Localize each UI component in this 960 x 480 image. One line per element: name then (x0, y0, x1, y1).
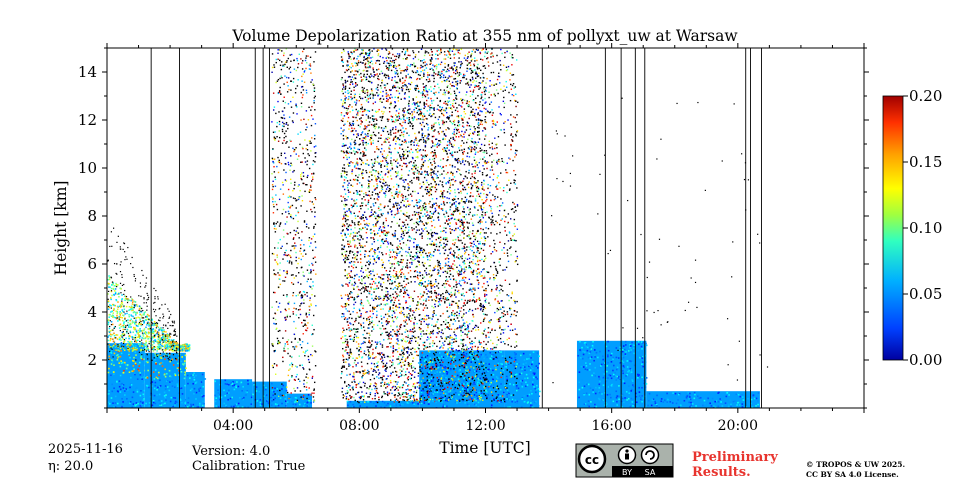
colorbar-tick-label: 0.20 (909, 87, 942, 105)
y-tick-label: 10 (78, 159, 97, 177)
calibration-label: Calibration: True (192, 459, 306, 474)
data-segment (576, 340, 647, 408)
colorbar-tick-label: 0.15 (909, 153, 942, 171)
x-tick-label: 04:00 (213, 418, 253, 434)
colorbar-tick-label: 0.00 (909, 351, 942, 369)
sa-text: SA (645, 468, 656, 477)
cc-text: cc (585, 453, 599, 467)
heatmap-area (107, 48, 769, 408)
x-axis: 04:00 08:00 12:00 16:00 20:00 (106, 43, 865, 434)
data-segment (185, 372, 205, 408)
y-tick-label: 12 (78, 111, 97, 129)
x-tick-label: 16:00 (591, 418, 631, 434)
chart-title: Volume Depolarization Ratio at 355 nm of… (231, 27, 738, 45)
y-axis: 2 4 6 8 10 12 14 (78, 47, 869, 409)
sa-icon (640, 445, 660, 465)
copyright-line2: CC BY SA 4.0 License. (806, 470, 899, 479)
data-segment (107, 343, 145, 408)
colorbar-ticks: 0.00 0.05 0.10 0.15 0.20 (903, 87, 942, 369)
x-tick-label: 12:00 (465, 418, 505, 434)
version-label: Version: 4.0 (191, 444, 270, 459)
y-tick-label: 6 (87, 255, 97, 273)
y-axis-label: Height [km] (52, 181, 70, 276)
y-tick-label: 2 (87, 351, 97, 369)
cc-icon (577, 444, 607, 474)
preliminary-line1: Preliminary (692, 450, 778, 465)
y-tick-label: 8 (87, 207, 97, 225)
x-tick-label: 20:00 (718, 418, 758, 434)
gap-lines (150, 48, 762, 408)
colorbar (882, 95, 904, 361)
y-tick-label: 4 (87, 303, 97, 321)
copyright-line1: © TROPOS & UW 2025. (806, 460, 905, 469)
aerosol-plume (107, 227, 191, 362)
x-tick-label: 08:00 (339, 418, 379, 434)
eta-label: η: 20.0 (48, 459, 93, 474)
preliminary-line2: Results. (692, 465, 751, 480)
data-segments (107, 340, 760, 408)
cc-by-sa-badge[interactable]: cc BY SA (575, 443, 674, 478)
noise-curtains (271, 48, 769, 404)
date-label: 2025-11-16 (48, 442, 123, 457)
colorbar-tick-label: 0.10 (909, 219, 942, 237)
colorbar-tick-label: 0.05 (909, 285, 942, 303)
data-segment (346, 400, 420, 408)
y-tick-label: 14 (78, 63, 97, 81)
x-axis-label: Time [UTC] (439, 439, 530, 457)
by-text: BY (622, 468, 632, 477)
